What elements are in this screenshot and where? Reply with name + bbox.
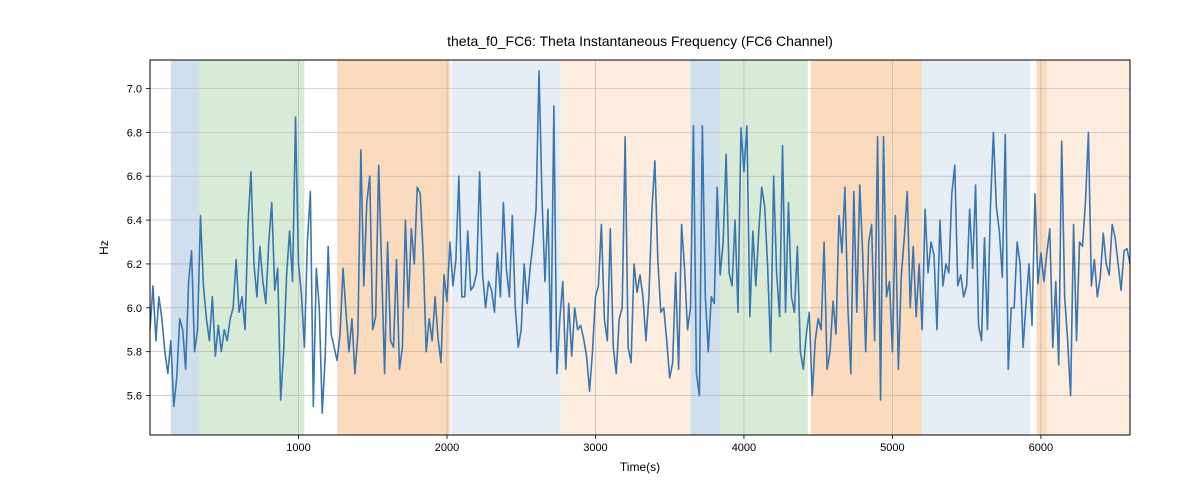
svg-text:4000: 4000 [732,442,756,454]
svg-text:6.6: 6.6 [127,171,142,183]
svg-text:7.0: 7.0 [127,84,142,96]
svg-text:2000: 2000 [435,442,459,454]
svg-text:5.6: 5.6 [127,391,142,403]
svg-text:3000: 3000 [583,442,607,454]
x-axis-label: Time(s) [620,460,660,474]
svg-text:1000: 1000 [286,442,310,454]
chart-svg: 1000 2000 3000 4000 5000 6000 5.6 5.8 6.0 6.2 6.4 6… [0,0,1200,500]
chart-container: 1000 2000 3000 4000 5000 6000 5.6 5.8 6.0 6.2 6.4 6… [0,0,1200,500]
svg-text:6.0: 6.0 [127,303,142,315]
svg-text:6.2: 6.2 [127,259,142,271]
y-axis-label: Hz [97,240,111,255]
svg-text:6000: 6000 [1029,442,1053,454]
svg-text:5.8: 5.8 [127,347,142,359]
svg-text:6.8: 6.8 [127,127,142,139]
svg-text:5000: 5000 [880,442,904,454]
svg-text:6.4: 6.4 [127,215,142,227]
chart-title: theta_f0_FC6: Theta Instantaneous Freque… [447,33,833,49]
